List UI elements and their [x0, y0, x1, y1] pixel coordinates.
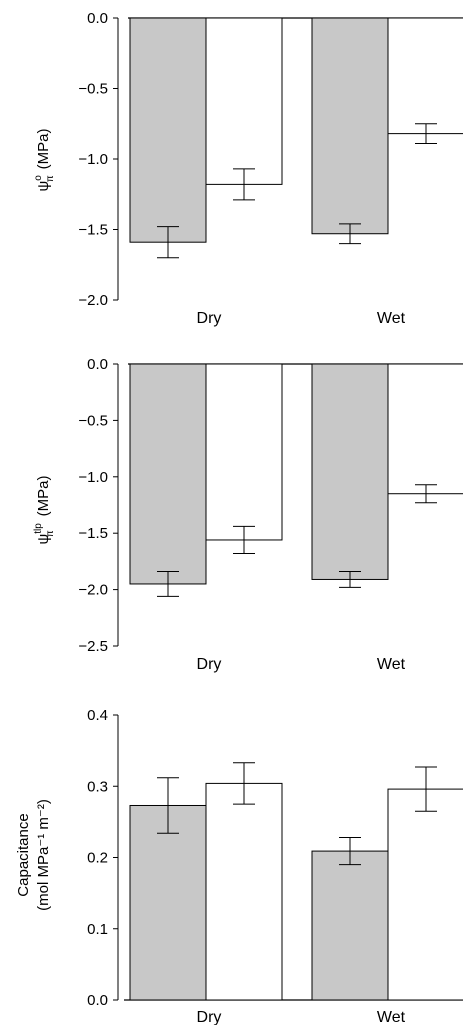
bar-wet-series-1 [311, 850, 389, 1001]
panel-osmotic-potential-turgor-loss: ψtlpπ (MPa) 0.0 −0.5 −1.0 −1.5 −2.0 −2.5 Dry Wet [33, 356, 463, 673]
y-tick-label: −1.5 [78, 525, 108, 542]
bar-wet-series-1 [311, 17, 389, 235]
x-category-label: Dry [197, 310, 222, 327]
y-tick-label: −0.5 [78, 412, 108, 429]
x-category-label: Wet [377, 656, 406, 673]
bar-dry-series-2 [205, 363, 283, 541]
y-tick-label: 0.3 [87, 778, 108, 795]
y-axis-label-symbol: ψ [35, 534, 52, 545]
bar-wet-series-2 [387, 788, 463, 1001]
y-axis-label: ψoπ (MPa) [33, 128, 56, 191]
x-category-label: Dry [197, 1009, 222, 1025]
y-axis-label-subscript: π [45, 175, 56, 182]
panel-capacitance: Capacitance (mol MPa⁻¹ m⁻²) 0.0 0.1 0.2 0.3… [15, 707, 463, 1025]
y-axis-label-unit: (MPa) [35, 475, 52, 516]
y-tick-label: −1.0 [78, 469, 108, 486]
y-tick-label: 0.0 [87, 10, 108, 27]
y-tick-label: −1.0 [78, 151, 108, 168]
y-tick-label: 0.1 [87, 921, 108, 938]
bar-dry-series-1 [129, 804, 207, 1001]
x-category-label: Wet [377, 1009, 406, 1025]
y-tick-label: 0.0 [87, 992, 108, 1009]
bar-dry-series-2 [205, 782, 283, 1001]
y-tick-label: −2.5 [78, 638, 108, 655]
y-tick-label: −2.0 [78, 292, 108, 309]
y-axis-label-unit: (MPa) [35, 128, 52, 169]
bar-wet-series-1 [311, 363, 389, 580]
y-axis-label-line-1: Capacitance [15, 813, 32, 896]
y-tick-label: 0.0 [87, 356, 108, 373]
y-tick-label: −0.5 [78, 81, 108, 98]
panel-osmotic-potential-full-turgor: ψoπ (MPa) 0.0 −0.5 −1.0 −1.5 −2.0 Dry Wet [33, 10, 463, 327]
y-axis-label-superscript: o [33, 175, 44, 181]
bar-dry-series-2 [205, 17, 283, 185]
y-axis-label-symbol: ψ [35, 181, 52, 192]
y-axis-label-superscript: tlp [33, 523, 44, 534]
y-axis-label-subscript: π [45, 530, 56, 537]
bar-dry-series-1 [129, 363, 207, 585]
y-tick-label: −1.5 [78, 222, 108, 239]
x-category-label: Wet [377, 310, 406, 327]
x-category-label: Dry [197, 656, 222, 673]
bar-wet-series-2 [387, 363, 463, 495]
y-tick-label: 0.4 [87, 707, 108, 724]
bar-dry-series-1 [129, 17, 207, 243]
bar-wet-series-2 [387, 17, 463, 135]
y-axis-label: ψtlpπ (MPa) [33, 475, 56, 544]
y-axis-label-line-2: (mol MPa⁻¹ m⁻²) [35, 799, 52, 911]
y-tick-label: 0.2 [87, 850, 108, 867]
y-tick-label: −2.0 [78, 582, 108, 599]
